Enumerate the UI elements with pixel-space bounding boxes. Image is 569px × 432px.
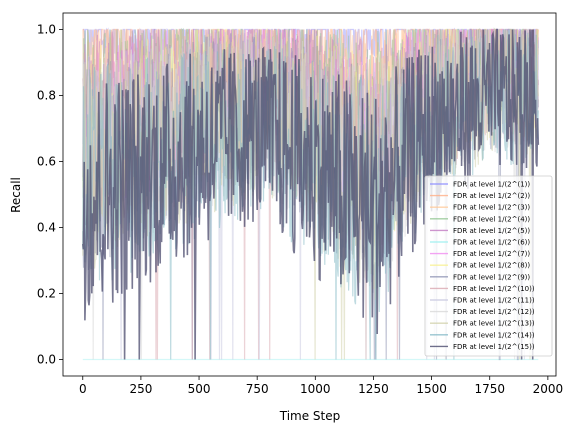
y-tick-label: 0.4 [37,221,56,235]
x-tick-label: 500 [188,382,211,396]
legend-entry: FDR at level 1/(2^(13)) [453,320,535,328]
x-tick-label: 1750 [474,382,505,396]
legend-entry: FDR at level 1/(2^(12)) [453,308,535,316]
legend-entry: FDR at level 1/(2^(3)) [453,204,530,212]
legend-entry: FDR at level 1/(2^(4)) [453,215,530,223]
legend-entry: FDR at level 1/(2^(5)) [453,227,530,235]
legend-entry: FDR at level 1/(2^(1)) [453,181,530,189]
legend-entry: FDR at level 1/(2^(10)) [453,285,535,293]
x-tick-label: 2000 [533,382,564,396]
x-tick-label: 1000 [300,382,331,396]
legend-entry: FDR at level 1/(2^(2)) [453,192,530,200]
x-tick-label: 250 [129,382,152,396]
y-tick-label: 0.6 [37,155,56,169]
x-tick-label: 1250 [358,382,389,396]
y-tick-label: 0.8 [37,89,56,103]
axes-frame [62,12,557,377]
x-tick-label: 1500 [416,382,447,396]
y-axis-label: Recall [9,177,23,213]
legend-entry: FDR at level 1/(2^(9)) [453,273,530,281]
x-tick-label: 750 [246,382,269,396]
series-line [82,28,540,360]
legend-entry: FDR at level 1/(2^(14)) [453,331,535,339]
plot-area [82,27,540,361]
legend-entry: FDR at level 1/(2^(15)) [453,343,535,351]
legend: FDR at level 1/(2^(1)) FDR at level 1/(2^… [424,175,553,357]
y-tick-label: 1.0 [37,23,56,37]
y-tick-label: 0.2 [37,287,56,301]
legend-entry: FDR at level 1/(2^(11)) [453,297,535,305]
legend-entry: FDR at level 1/(2^(8)) [453,262,530,270]
x-axis-label: Time Step [279,409,341,423]
legend-entry: FDR at level 1/(2^(7)) [453,250,530,258]
legend-entry: FDR at level 1/(2^(6)) [453,239,530,247]
legend-box [424,175,553,357]
y-axis: 0.0 0.2 0.4 0.6 0.8 1.0 [37,23,63,367]
x-axis: 0 250 500 750 1000 1250 1500 1750 2000 [79,376,563,396]
x-tick-label: 0 [79,382,87,396]
y-tick-label: 0.0 [37,353,56,367]
